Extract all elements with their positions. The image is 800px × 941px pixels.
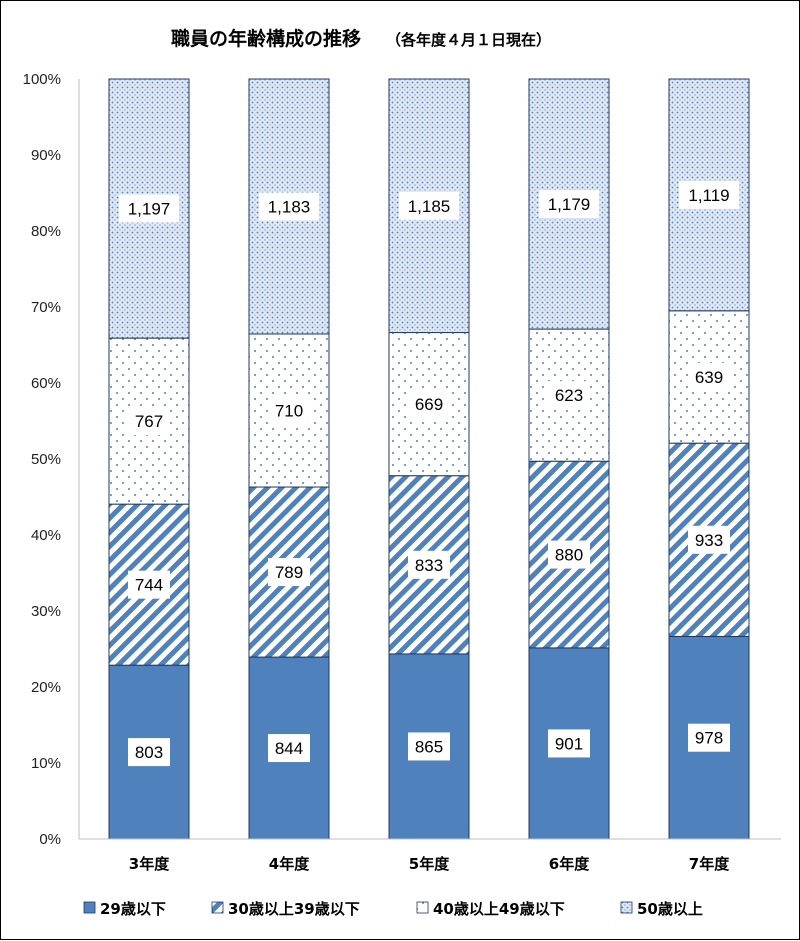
data-label-box (268, 734, 310, 763)
data-label-box (408, 550, 450, 579)
data-label: 710 (275, 402, 303, 421)
data-label: 767 (135, 412, 163, 431)
data-label: 865 (415, 737, 443, 756)
data-label: 1,183 (268, 197, 311, 216)
y-tick-label: 40% (31, 527, 61, 544)
y-tick-label: 100% (23, 71, 61, 88)
data-label-box (408, 732, 450, 761)
data-label: 669 (415, 395, 443, 414)
data-label: 880 (555, 546, 583, 565)
data-label: 1,179 (548, 195, 591, 214)
data-label-box (688, 525, 730, 554)
legend-swatch-diagonal (211, 901, 224, 914)
legend-label: 30歳以上39歳以下 (228, 900, 360, 918)
y-tick-label: 50% (31, 451, 61, 468)
y-tick-label: 20% (31, 679, 61, 696)
x-tick-label: 6年度 (549, 855, 590, 873)
data-label: 1,119 (688, 186, 729, 205)
legend-item-30-39: 30歳以上39歳以下 (211, 900, 360, 918)
data-label-box (679, 180, 739, 209)
data-label-box (119, 194, 179, 223)
data-label-box (548, 729, 590, 758)
data-label: 623 (555, 386, 583, 405)
x-tick-label: 5年度 (409, 855, 450, 873)
data-label-box (268, 558, 310, 587)
chart-title: 職員の年齢構成の推移 (171, 27, 361, 50)
x-axis: 3年度 4年度 5年度 6年度 7年度 (79, 838, 781, 873)
data-label: 1,185 (408, 197, 451, 216)
data-label-box (548, 381, 590, 410)
data-label-box (408, 390, 450, 419)
data-label: 833 (415, 556, 443, 575)
data-label-box (128, 407, 170, 436)
data-label-box (268, 396, 310, 425)
data-label-box (688, 362, 730, 391)
data-label-box (128, 570, 170, 599)
data-label: 1,197 (128, 200, 171, 219)
legend-swatch-solid (83, 901, 96, 914)
y-tick-label: 0% (39, 831, 61, 848)
data-label: 803 (135, 743, 163, 762)
chart-subtitle: （各年度４月１日現在） (386, 31, 551, 49)
data-label-box (259, 192, 319, 221)
y-tick-label: 30% (31, 603, 61, 620)
legend-swatch-sparse-dots (416, 901, 429, 914)
data-label-box (128, 738, 170, 767)
data-label: 844 (275, 739, 303, 758)
data-label: 789 (275, 563, 303, 582)
y-tick-label: 90% (31, 147, 61, 164)
data-label: 978 (695, 729, 723, 748)
legend: 29歳以下 30歳以上39歳以下 40歳以上49歳以下 50歳以上 (83, 900, 703, 918)
y-tick-label: 70% (31, 299, 61, 316)
data-label: 639 (695, 368, 723, 387)
data-label: 933 (695, 531, 723, 550)
y-axis: 0% 10% 20% 30% 40% 50% 60% 70% 80% 90% 100% (23, 71, 80, 848)
data-label: 901 (555, 734, 583, 753)
data-label-box (548, 540, 590, 569)
legend-label: 50歳以上 (637, 900, 703, 918)
legend-label: 29歳以下 (100, 900, 166, 918)
data-label-box (539, 190, 599, 219)
legend-label: 40歳以上49歳以下 (433, 900, 565, 918)
data-label-box (399, 191, 459, 220)
y-tick-label: 10% (31, 755, 61, 772)
data-labels: 803 744 767 1,197 844 789 710 1,183 865 833 669 1,1… (119, 180, 739, 767)
legend-item-40-49: 40歳以上49歳以下 (416, 900, 565, 918)
x-tick-label: 7年度 (689, 855, 730, 873)
x-tick-label: 4年度 (269, 855, 310, 873)
legend-item-29-under: 29歳以下 (83, 900, 166, 918)
data-label-box (688, 723, 730, 752)
data-label: 744 (135, 576, 163, 595)
x-tick-label: 3年度 (129, 855, 170, 873)
y-tick-label: 80% (31, 223, 61, 240)
legend-item-50-over: 50歳以上 (620, 900, 703, 918)
legend-swatch-dense-dots (620, 901, 633, 914)
y-tick-label: 60% (31, 375, 61, 392)
